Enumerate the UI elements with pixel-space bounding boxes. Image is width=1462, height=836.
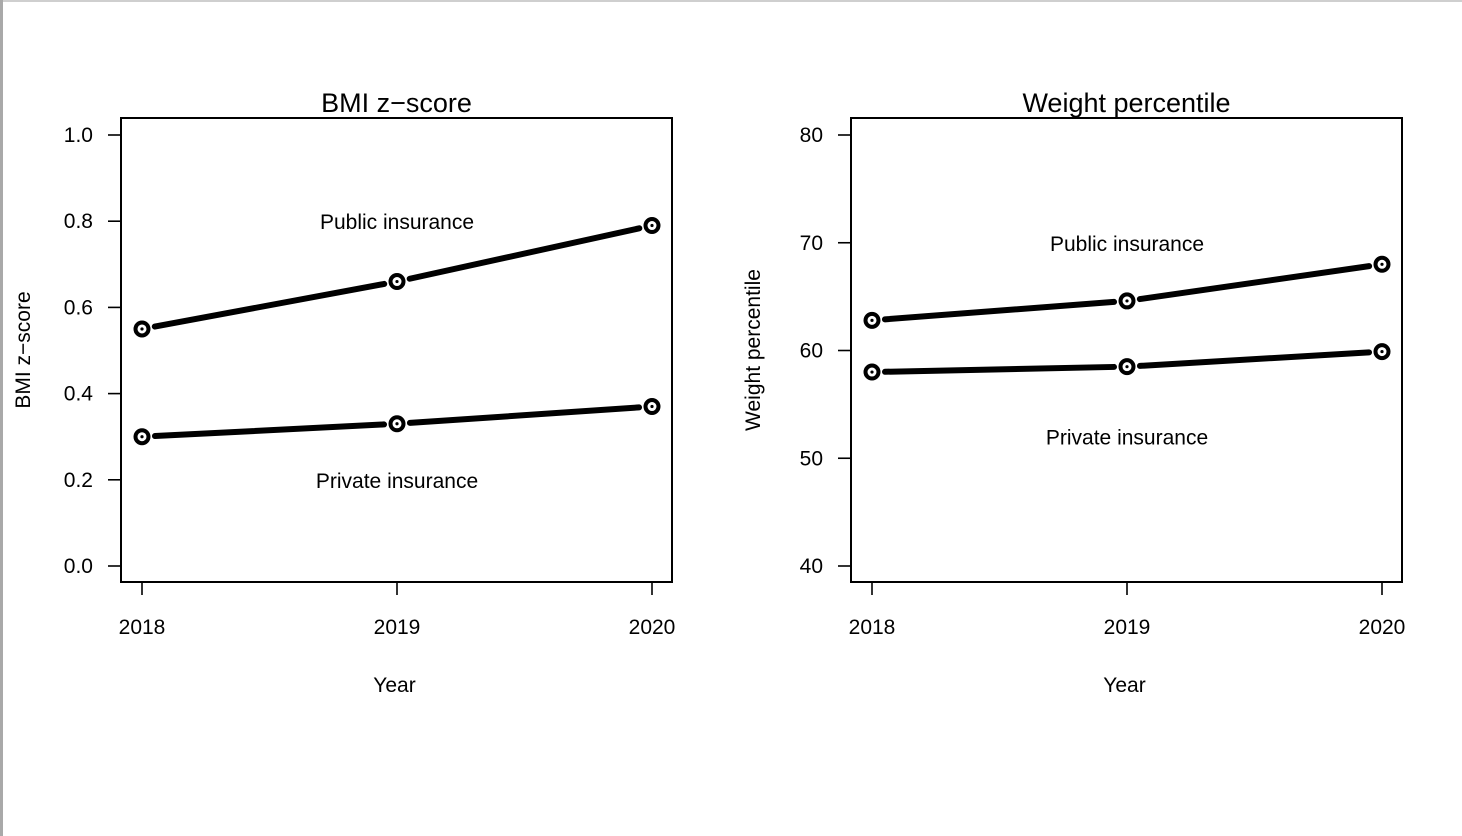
frame-left-border [0, 0, 3, 836]
x-tick-label: 2018 [849, 616, 896, 639]
data-point-center [650, 223, 654, 228]
series-2: Private insurance [133, 398, 661, 493]
series-2: Private insurance [863, 343, 1391, 450]
y-tick-label: 60 [800, 340, 823, 363]
y-axis-title: BMI z−score [12, 291, 35, 408]
data-point-center [140, 327, 144, 331]
series-label: Public insurance [320, 211, 474, 234]
data-point-center [870, 318, 874, 322]
x-axis-title: Year [373, 674, 415, 697]
y-tick-label: 80 [800, 124, 823, 147]
x-axis-title: Year [1103, 674, 1145, 697]
y-tick-label: 40 [800, 555, 823, 578]
y-axis-title: Weight percentile [742, 269, 765, 431]
data-point-center [650, 404, 654, 409]
series-label: Private insurance [1046, 427, 1208, 450]
y-tick-label: 1.0 [64, 124, 93, 147]
series-line-segment [406, 225, 643, 282]
frame-top-border [0, 0, 1462, 2]
x-tick-label: 2020 [629, 616, 676, 639]
data-point-center [395, 422, 399, 426]
y-tick-label: 0.4 [64, 383, 94, 406]
series-line-segment [151, 280, 388, 330]
y-tick-label: 0.8 [64, 210, 93, 233]
data-point-center [1380, 262, 1384, 266]
chart-panel-1: 0.0 0.2 0.4 0.6 0.8 1.0 2018 2019 2020 BMI z−scor… [12, 88, 675, 697]
series-1: Public insurance [133, 211, 661, 338]
data-point-center [395, 279, 399, 284]
x-tick-label: 2019 [374, 616, 421, 639]
series-line-segment [881, 298, 1118, 323]
series-1: Public insurance [863, 233, 1391, 329]
series-line-segment [151, 421, 388, 440]
plot-frame [850, 117, 1403, 583]
series-line-segment [881, 363, 1118, 375]
y-tick-label: 70 [800, 232, 823, 255]
series-line-segment [406, 404, 643, 426]
y-tick-label: 0.2 [64, 469, 93, 492]
series-label: Public insurance [1050, 233, 1204, 256]
series-label: Private insurance [316, 470, 478, 493]
chart-title: BMI z−score [321, 88, 472, 118]
data-point-center [1125, 299, 1129, 303]
y-tick-label: 50 [800, 447, 823, 470]
data-point-center [1380, 349, 1384, 354]
series-line-segment [1136, 263, 1373, 303]
data-point-center [140, 435, 144, 439]
series-line-segment [1136, 349, 1373, 369]
x-tick-label: 2019 [1104, 616, 1151, 639]
x-tick-label: 2018 [119, 616, 166, 639]
y-tick-label: 0.6 [64, 296, 93, 319]
data-point-center [870, 370, 874, 374]
plot-frame [120, 117, 673, 583]
chart-title: Weight percentile [1022, 88, 1230, 118]
x-tick-label: 2020 [1359, 616, 1406, 639]
data-point-center [1125, 365, 1129, 369]
chart-panel-2: 40 50 60 70 80 2018 2019 2020 Weight percentile Y… [742, 88, 1405, 697]
y-tick-label: 0.0 [64, 555, 93, 578]
